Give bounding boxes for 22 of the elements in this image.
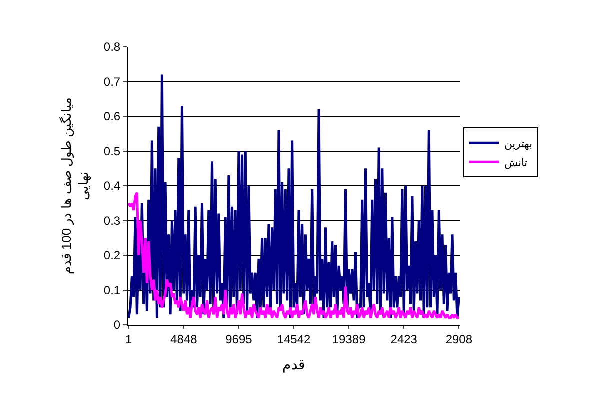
y-tick-label: 0.4 [104, 179, 121, 194]
y-axis-title: میانگین طول صف ها در 100 قدم نهایی [58, 97, 92, 275]
x-tick-label: 14542 [277, 332, 312, 346]
x-tick-label: 9695 [226, 332, 253, 346]
y-tick-label: 0 [114, 318, 121, 332]
y-tick-label: 0.6 [104, 110, 121, 124]
y-tick-label: 0.2 [104, 248, 121, 263]
x-axis-title: قدم [282, 356, 306, 374]
y-tick-label: 0.7 [104, 74, 121, 89]
x-tick-label: 2908 [446, 332, 473, 346]
y-tick-label: 0.3 [104, 214, 121, 228]
x-tick-label: 4848 [170, 332, 198, 346]
line-series [128, 74, 460, 320]
x-tick-label: 2423 [390, 332, 418, 346]
x-tick-label: 1 [125, 332, 132, 346]
x-tick-label: 19389 [332, 332, 366, 346]
y-tick-label: 0.8 [104, 40, 121, 54]
line-series [128, 192, 460, 320]
legend-label: تانش [504, 157, 528, 170]
y-tick-label: 0.5 [104, 144, 121, 158]
legend-label: بهترین [504, 138, 532, 150]
y-tick-label: 0.1 [104, 283, 121, 298]
